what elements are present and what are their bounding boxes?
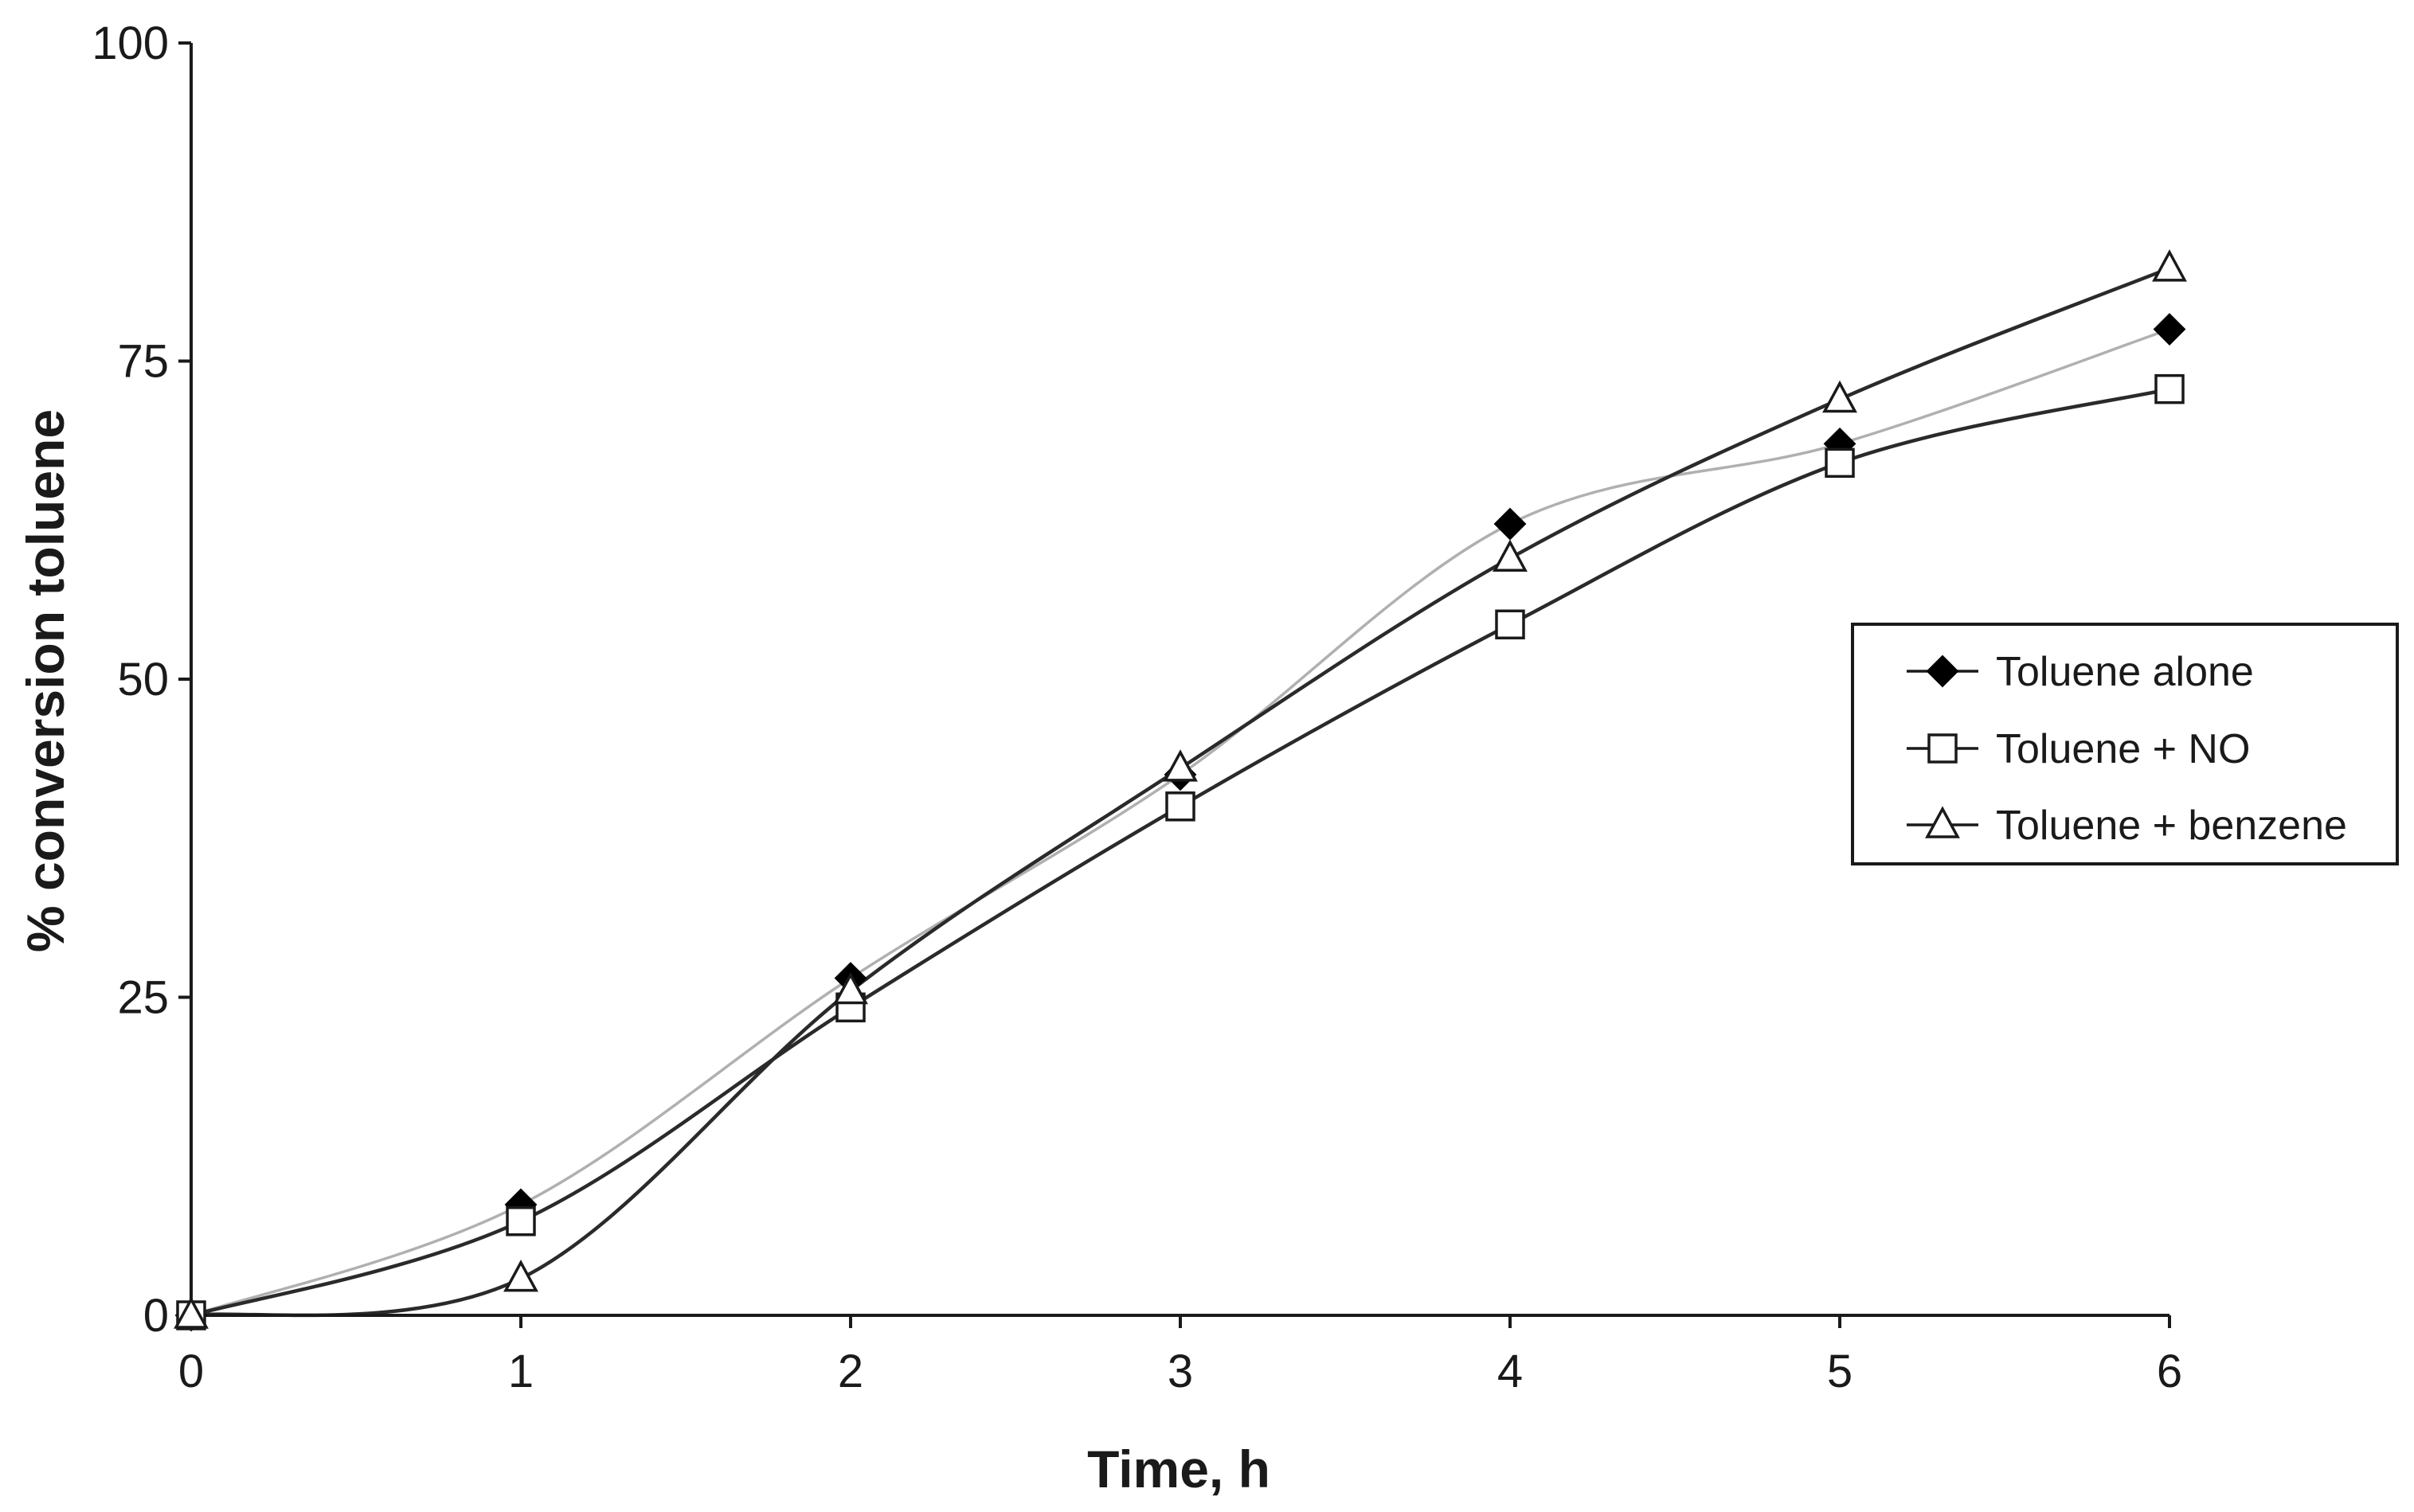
data-point-series-1 [1493,507,1527,541]
legend: Toluene alone Toluene + NO Toluene + benze… [1851,623,2399,865]
data-point-series-3 [2152,249,2187,282]
x-tick-label: 3 [1168,1346,1193,1397]
x-tick-label: 5 [1827,1346,1853,1397]
data-point-series-2 [1165,791,1195,822]
x-tick-label: 2 [838,1346,863,1397]
y-axis-title: % conversion toluene [16,409,75,952]
y-tick-label: 50 [117,654,169,705]
legend-label: Toluene alone [1996,649,2254,695]
data-point-series-2 [1495,609,1525,640]
legend-marker [1927,733,1958,764]
legend-marker [1925,806,1960,838]
legend-marker [1926,654,1959,688]
data-point-series-3 [1822,380,1857,413]
axes: 0 25 50 75 100 0 1 2 3 4 5 6 [92,18,2182,1397]
data-point-series-3 [1163,749,1198,782]
y-tick-label: 100 [92,18,169,69]
x-tick-label: 4 [1497,1346,1523,1397]
x-tick-label: 1 [508,1346,534,1397]
y-tick-label: 25 [117,972,169,1024]
y-tick-label: 75 [117,336,169,388]
legend-label: Toluene + NO [1996,726,2250,772]
data-point-series-3 [174,1296,209,1329]
x-axis-title: Time, h [1087,1440,1270,1498]
data-point-series-3 [833,971,868,1005]
legend-label: Toluene + benzene [1996,803,2347,849]
series-markers [174,249,2187,1332]
x-tick-label: 6 [2157,1346,2182,1397]
data-point-series-2 [2154,373,2185,404]
y-tick-label: 0 [143,1290,169,1342]
data-point-series-3 [1493,539,1528,572]
data-point-series-2 [1825,447,1855,479]
data-point-series-1 [2153,313,2186,346]
x-tick-label: 0 [178,1346,204,1397]
data-point-series-2 [506,1205,536,1237]
data-point-series-3 [503,1259,538,1292]
